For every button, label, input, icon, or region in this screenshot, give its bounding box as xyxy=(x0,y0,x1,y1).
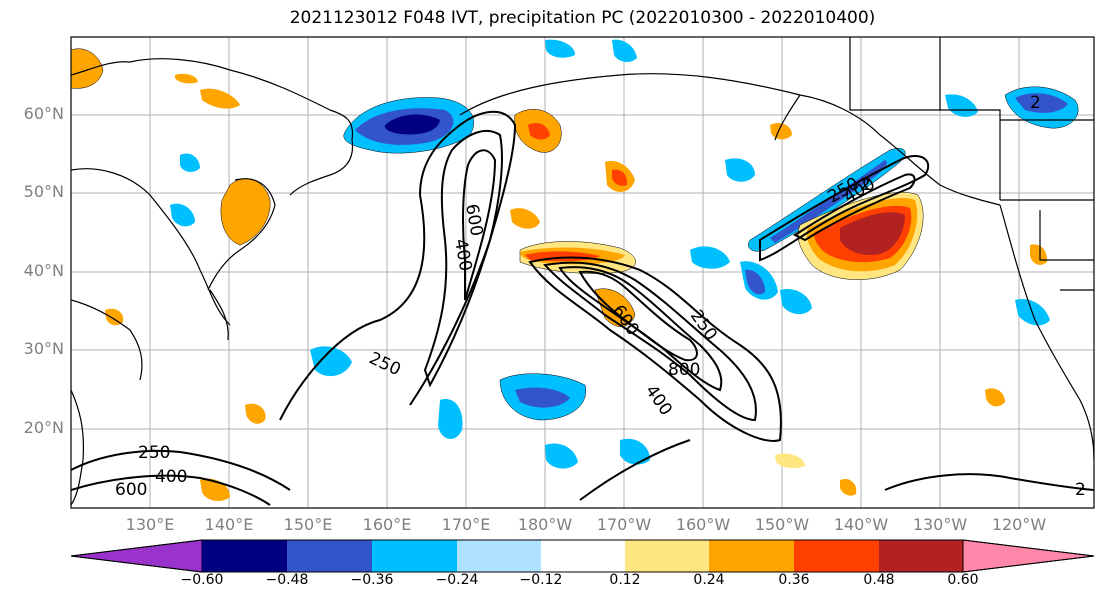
map-title: 2021123012 F048 IVT, precipitation PC (2… xyxy=(289,8,876,28)
map-plot-area: 600 400 250 800 600 400 250 250 400 600 … xyxy=(71,37,1094,508)
colorbar-tick: 0.60 xyxy=(947,572,979,588)
contour-label: 2 xyxy=(860,175,871,195)
lon-label: 140°E xyxy=(204,515,254,534)
lon-label: 180°W xyxy=(517,515,573,534)
colorbar-tick: −0.60 xyxy=(180,572,224,588)
colorbar-tick: 0.12 xyxy=(609,572,641,588)
lon-label: 130°W xyxy=(912,515,968,534)
lon-label: 120°W xyxy=(991,515,1047,534)
lon-label: 170°W xyxy=(596,515,652,534)
colorbar-tick: −0.36 xyxy=(350,572,394,588)
contour-label: 2 xyxy=(1030,93,1041,113)
colorbar-tick: 0.24 xyxy=(693,572,725,588)
coastlines xyxy=(71,37,1094,506)
lon-label: 130°E xyxy=(125,515,175,534)
lon-label: 170°E xyxy=(441,515,491,534)
ivt-contours xyxy=(71,110,1094,506)
lon-label: 140°W xyxy=(833,515,889,534)
precip-shading xyxy=(71,39,1079,502)
contour-label: 400 xyxy=(155,467,187,487)
lon-label: 150°E xyxy=(283,515,333,534)
contour-label: 600 xyxy=(115,480,147,500)
lat-label: 20°N xyxy=(23,418,64,437)
colorbar xyxy=(70,539,1095,573)
contour-label: 250 xyxy=(138,443,170,463)
contour-label: 800 xyxy=(668,360,700,380)
lat-label: 50°N xyxy=(23,182,64,201)
lon-label: 160°E xyxy=(362,515,412,534)
colorbar-tick: −0.12 xyxy=(519,572,563,588)
colorbar-tick: −0.48 xyxy=(265,572,309,588)
lat-label: 30°N xyxy=(23,339,64,358)
lon-label: 150°W xyxy=(754,515,810,534)
colorbar-tick: 0.48 xyxy=(863,572,895,588)
colorbar-tick: −0.24 xyxy=(435,572,479,588)
map-frame xyxy=(70,36,1095,509)
lat-label: 40°N xyxy=(23,261,64,280)
colorbar-tick: 0.36 xyxy=(778,572,810,588)
lon-label: 160°W xyxy=(675,515,731,534)
lat-label: 60°N xyxy=(23,104,64,123)
contour-label: 2 xyxy=(1075,480,1086,500)
